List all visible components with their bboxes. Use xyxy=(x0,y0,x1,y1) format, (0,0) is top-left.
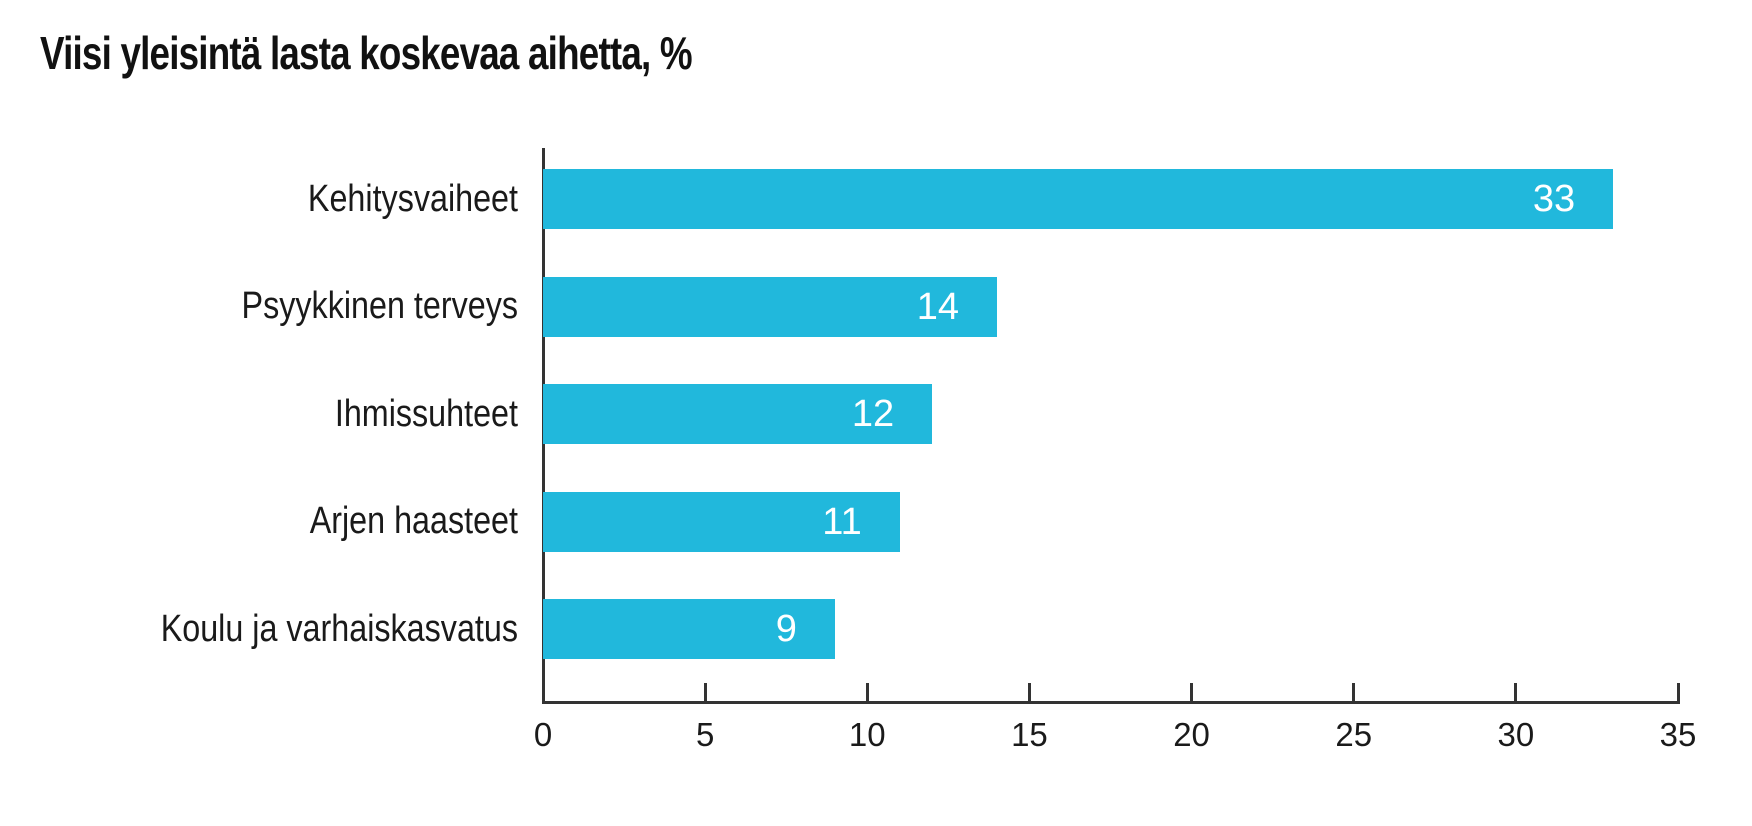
x-axis-tick-label: 10 xyxy=(848,716,886,753)
x-axis-tick xyxy=(1027,682,1031,701)
category-label: Arjen haasteet xyxy=(309,500,518,542)
bar-value-label: 12 xyxy=(851,393,895,435)
x-axis-tick xyxy=(1676,682,1680,701)
x-axis-tick-label: 30 xyxy=(1497,716,1535,753)
bar-value-label: 33 xyxy=(1532,178,1576,220)
bar: 33 xyxy=(543,169,1614,229)
x-axis-tick xyxy=(703,682,707,701)
x-axis-tick-label: 25 xyxy=(1335,716,1373,753)
bar: 11 xyxy=(543,491,900,552)
bar-value-label: 14 xyxy=(916,285,959,328)
bar: 14 xyxy=(543,276,997,337)
category-label: Psyykkinen terveys xyxy=(241,285,518,327)
x-axis-tick-label: 0 xyxy=(533,716,553,753)
category-label: Koulu ja varhaiskasvatus xyxy=(160,607,518,650)
x-axis-tick-label: 35 xyxy=(1659,716,1697,753)
bar: 12 xyxy=(543,384,933,444)
x-axis-tick xyxy=(1514,682,1518,701)
bar-value-label: 11 xyxy=(822,500,862,543)
x-axis-tick-label: 20 xyxy=(1173,716,1210,753)
x-axis-tick xyxy=(1190,682,1194,701)
category-label: Kehitysvaiheet xyxy=(307,177,518,220)
x-axis-tick-label: 5 xyxy=(695,716,715,753)
x-axis-tick xyxy=(865,682,869,701)
x-axis-line xyxy=(541,700,1680,704)
category-label: Ihmissuhteet xyxy=(334,392,518,435)
x-axis-tick-label: 15 xyxy=(1011,716,1048,753)
bar-value-label: 9 xyxy=(775,608,797,650)
bar: 9 xyxy=(543,599,835,659)
x-axis-tick xyxy=(1352,682,1356,701)
chart-title: Viisi yleisintä lasta koskevaa aihetta, … xyxy=(40,27,693,79)
